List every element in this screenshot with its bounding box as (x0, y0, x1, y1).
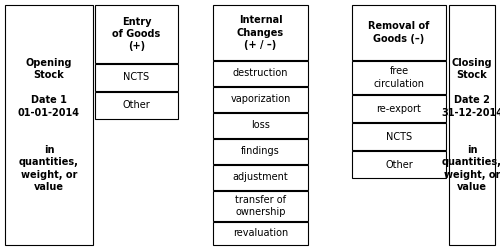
Text: loss: loss (251, 120, 270, 131)
Text: NCTS: NCTS (124, 73, 150, 82)
Text: re-export: re-export (376, 104, 422, 113)
Text: transfer of
ownership: transfer of ownership (235, 195, 286, 217)
Text: Other: Other (385, 160, 413, 170)
Bar (213, 165, 308, 190)
Bar (213, 5, 308, 60)
Text: Opening
Stock

Date 1
01-01-2014


in
quantities,
weight, or
value: Opening Stock Date 1 01-01-2014 in quant… (18, 58, 80, 192)
Text: revaluation: revaluation (233, 229, 288, 238)
Text: NCTS: NCTS (386, 132, 412, 142)
Bar (213, 61, 308, 86)
Text: Closing
Stock

Date 2
31-12-2014


in
quantities,
weight, or
value: Closing Stock Date 2 31-12-2014 in quant… (441, 58, 500, 192)
Bar (95, 92, 178, 119)
Bar (213, 139, 308, 164)
Bar (213, 222, 308, 245)
Bar (213, 191, 308, 221)
Bar (5, 5, 93, 245)
Bar (352, 61, 446, 94)
Text: free
circulation: free circulation (374, 66, 424, 89)
Text: Other: Other (122, 101, 150, 110)
Bar (352, 151, 446, 178)
Bar (213, 113, 308, 138)
Bar (352, 95, 446, 122)
Text: Removal of
Goods (–): Removal of Goods (–) (368, 21, 430, 44)
Text: adjustment: adjustment (232, 173, 288, 182)
Bar (95, 64, 178, 91)
Text: destruction: destruction (233, 69, 288, 79)
Text: findings: findings (241, 146, 280, 156)
Bar (449, 5, 495, 245)
Text: vaporization: vaporization (230, 94, 290, 105)
Bar (95, 5, 178, 63)
Bar (352, 5, 446, 60)
Bar (352, 123, 446, 150)
Text: Entry
of Goods
(+): Entry of Goods (+) (112, 17, 160, 51)
Bar (213, 87, 308, 112)
Text: Internal
Changes
(+ / –): Internal Changes (+ / –) (237, 15, 284, 50)
